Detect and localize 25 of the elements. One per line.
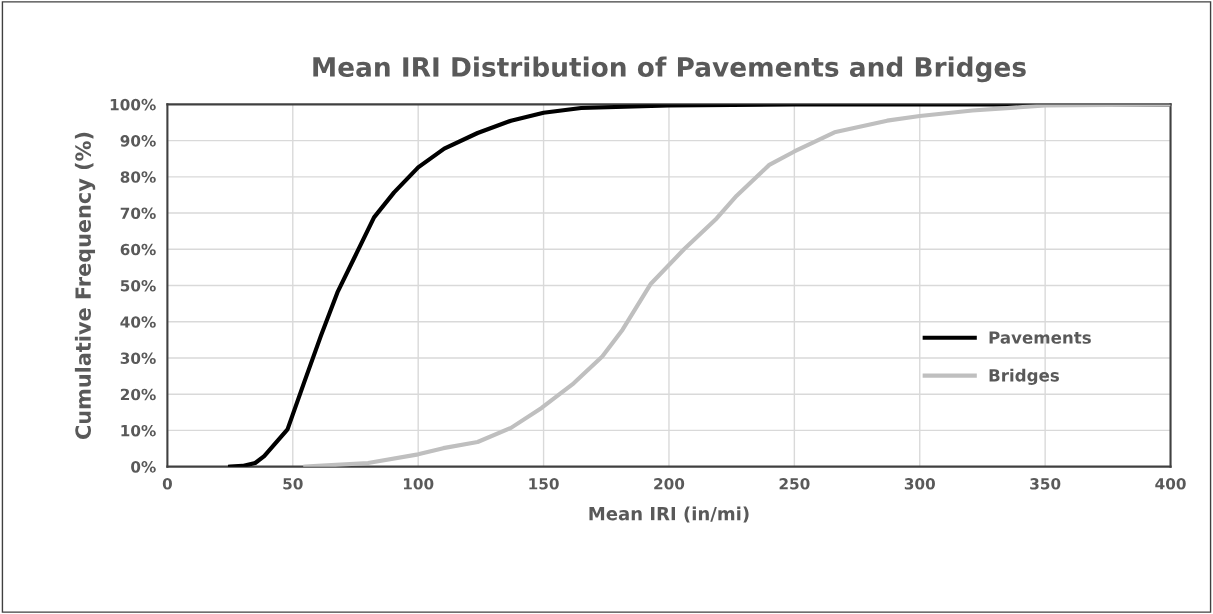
x-axis-title: Mean IRI (in/mi) (589, 506, 749, 523)
x-tick-label: 100 (403, 478, 434, 490)
y-axis-title: Cumulative Frequency (%) (74, 132, 96, 439)
x-tick-label: 150 (529, 478, 559, 490)
y-tick-label: 100% (110, 98, 156, 111)
legend-label: Bridges (989, 368, 1059, 385)
x-tick-label: 0 (162, 478, 172, 490)
y-tick-label: 30% (120, 352, 156, 364)
y-tick-label: 60% (120, 243, 156, 256)
y-tick-label: 20% (120, 388, 156, 401)
x-tick-label: 350 (1030, 478, 1061, 490)
x-tick-label: 200 (654, 478, 685, 490)
y-tick-label: 90% (120, 135, 156, 147)
x-tick-label: 400 (1155, 478, 1186, 490)
y-tick-label: 50% (120, 279, 156, 292)
y-tick-label: 10% (121, 424, 156, 437)
y-tick-label: 80% (120, 171, 156, 183)
x-tick-label: 300 (904, 478, 935, 490)
y-tick-label: 0% (131, 461, 156, 473)
chart-title: Mean IRI Distribution of Pavements and Bridges (313, 56, 1026, 83)
x-tick-label: 50 (283, 478, 303, 490)
y-tick-label: 40% (120, 316, 156, 328)
legend-label: Pavements (989, 331, 1091, 344)
x-tick-label: 250 (779, 478, 810, 490)
y-tick-label: 70% (120, 207, 156, 220)
